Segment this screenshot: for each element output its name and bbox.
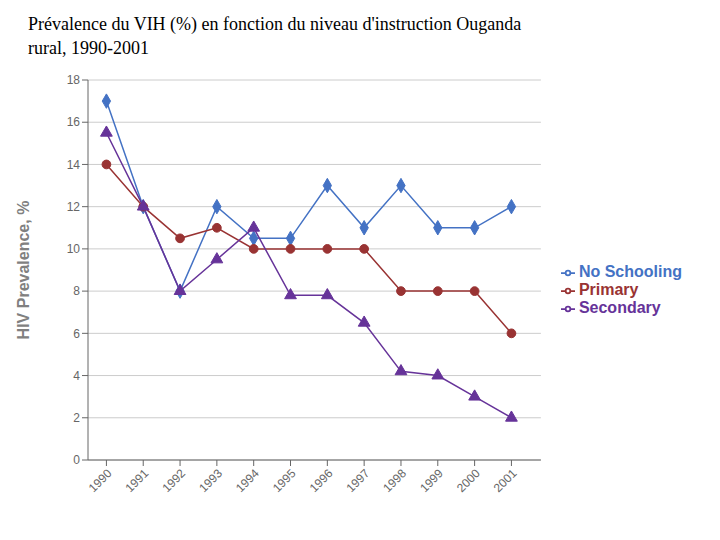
- svg-text:4: 4: [73, 369, 80, 383]
- svg-text:1992: 1992: [159, 466, 188, 495]
- svg-text:1996: 1996: [307, 466, 336, 495]
- svg-text:18: 18: [67, 73, 81, 87]
- html-text:rural, 1990-2001: rural, 1990-2001: [28, 38, 149, 58]
- html-text:Prévalence du VIH (%) en fonct: Prévalence du VIH (%) en fonction du niv…: [28, 14, 522, 34]
- svg-text:1993: 1993: [196, 466, 225, 495]
- svg-text:14: 14: [67, 158, 81, 172]
- svg-text:8: 8: [73, 284, 80, 298]
- svg-text:16: 16: [67, 115, 81, 129]
- svg-text:10: 10: [67, 242, 81, 256]
- svg-text:1997: 1997: [344, 466, 373, 495]
- svg-text:2: 2: [73, 411, 80, 425]
- svg-text:12: 12: [67, 200, 81, 214]
- svg-text:1999: 1999: [417, 466, 446, 495]
- svg-text:2001: 2001: [491, 466, 520, 495]
- svg-text:6: 6: [73, 327, 80, 341]
- svg-text:0: 0: [73, 453, 80, 467]
- html-text:Primary: Primary: [578, 281, 639, 298]
- svg-text:HIV Prevalence, %: HIV Prevalence, %: [15, 201, 32, 340]
- svg-text:2000: 2000: [454, 466, 483, 495]
- html-text:No Schooling: No Schooling: [578, 263, 682, 280]
- svg-text:1994: 1994: [233, 466, 262, 495]
- svg-text:1998: 1998: [380, 466, 409, 495]
- svg-text:1991: 1991: [123, 466, 152, 495]
- html-text:Secondary: Secondary: [578, 299, 661, 316]
- svg-text:1990: 1990: [86, 466, 115, 495]
- svg-text:1995: 1995: [270, 466, 299, 495]
